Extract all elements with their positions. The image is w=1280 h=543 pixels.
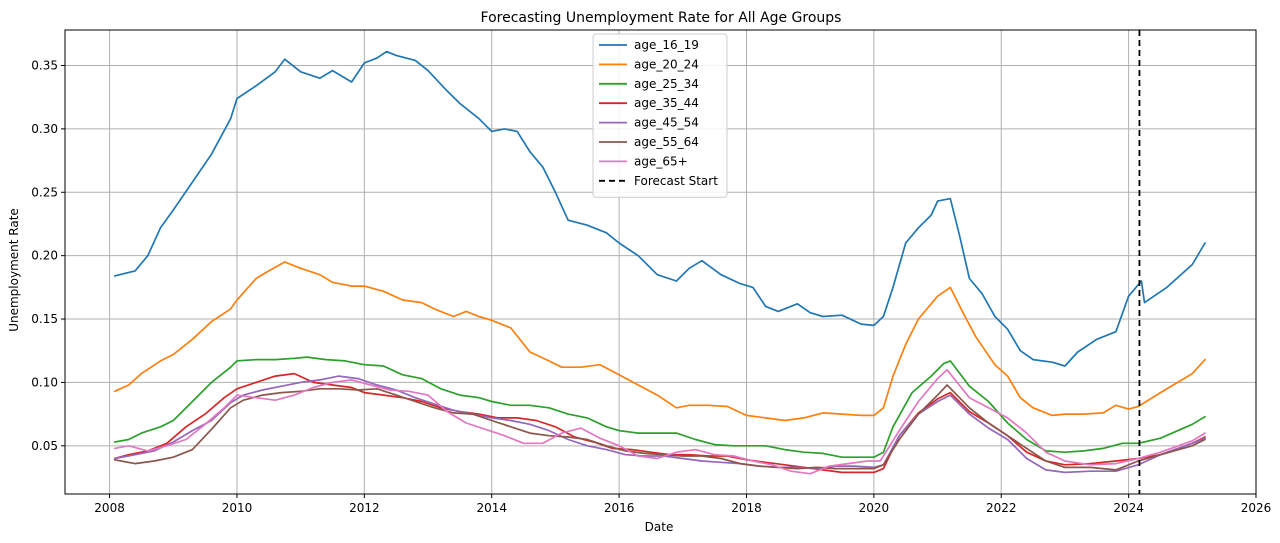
y-tick-label: 0.20 (31, 249, 58, 263)
legend-label: age_65+ (634, 154, 688, 168)
chart-title: Forecasting Unemployment Rate for All Ag… (481, 10, 842, 26)
legend-label: age_20_24 (634, 57, 699, 71)
y-tick-label: 0.10 (31, 375, 58, 389)
x-tick-label: 2016 (604, 501, 635, 515)
x-tick-label: 2012 (349, 501, 380, 515)
plot-frame (64, 29, 1257, 495)
series-line-age-16-19 (113, 50, 1206, 367)
y-tick-label: 0.15 (31, 312, 58, 326)
legend-label: Forecast Start (634, 174, 718, 188)
series-lines (113, 50, 1206, 475)
axis-ticks: 2008 2010 2012 2014 2016 2018 2020 2022 2024 2026… (31, 58, 1271, 515)
x-tick-label: 2026 (1241, 501, 1272, 515)
y-tick-label: 0.25 (31, 185, 58, 199)
x-tick-label: 2024 (1113, 501, 1144, 515)
legend-box (592, 33, 728, 198)
series-line-age-20-24 (113, 261, 1206, 422)
x-tick-label: 2014 (476, 501, 507, 515)
series-line-age-25-34 (113, 356, 1206, 459)
x-tick-label: 2022 (986, 501, 1017, 515)
y-axis-label: Unemployment Rate (7, 208, 21, 332)
legend-label: age_16_19 (634, 38, 699, 52)
y-tick-label: 0.30 (31, 122, 58, 136)
x-tick-label: 2010 (222, 501, 253, 515)
legend-label: age_55_64 (634, 135, 699, 149)
legend-label: age_25_34 (634, 77, 699, 91)
series-line-age-65- (113, 368, 1206, 475)
legend: age_16_19 age_20_24 age_25_34 age_35_44 age_… (592, 33, 728, 198)
series-line-age-45-54 (113, 375, 1206, 474)
legend-label: age_45_54 (634, 116, 699, 130)
series-line-age-55-64 (113, 384, 1206, 471)
x-axis-label: Date (645, 520, 674, 534)
x-tick-label: 2020 (859, 501, 890, 515)
y-tick-label: 0.35 (31, 58, 58, 72)
x-tick-label: 2008 (94, 501, 125, 515)
legend-label: age_35_44 (634, 96, 699, 110)
y-tick-label: 0.05 (31, 439, 58, 453)
x-tick-label: 2018 (731, 501, 762, 515)
